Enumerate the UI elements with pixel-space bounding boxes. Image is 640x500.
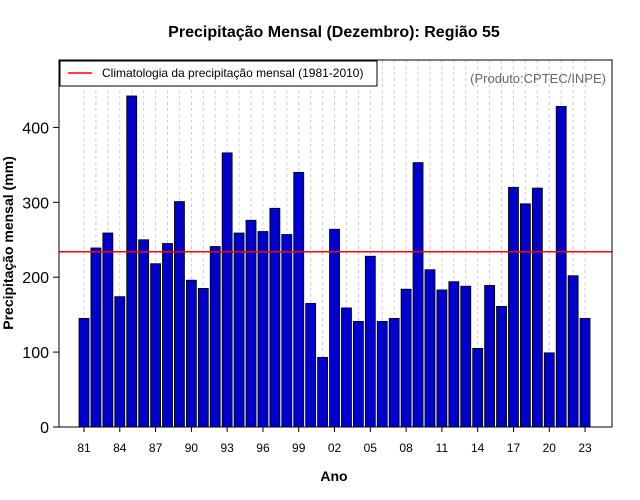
bar-2021 [555,106,567,428]
bar-1992 [209,246,221,428]
x-tick-label: 96 [256,441,270,455]
bar-2002 [329,228,340,428]
bar-1990 [185,279,197,428]
bar-1996 [257,231,269,428]
bar-2004 [352,320,364,428]
x-tick-label: 93 [220,441,234,455]
bar-1997 [269,207,281,428]
bar-2022 [567,275,579,428]
bar-1993 [221,152,233,428]
bar-2000 [305,303,317,428]
legend: Climatologia da precipitação mensal (198… [59,60,378,87]
bar-2008 [400,288,412,428]
bar-1989 [174,201,185,428]
bar-2001 [317,356,329,428]
x-tick-label: 02 [328,441,342,455]
legend-box [59,60,378,87]
legend-label: Climatologia da precipitação mensal (198… [102,66,363,80]
bar-2016 [496,306,507,428]
x-axis: 81 84 87 90 93 96 99 02 05 08 11 14 17 20 23 [77,427,592,455]
bar-series [78,95,591,428]
bar-2012 [448,281,460,428]
bar-2013 [460,285,472,428]
x-tick-label: 84 [113,441,127,455]
bar-1985 [126,95,138,428]
plot-frame [58,59,613,428]
bar-2015 [484,285,496,428]
y-tick-label: 200 [22,270,49,287]
bar-2011 [436,289,448,428]
x-tick-label: 11 [436,441,449,455]
bar-1991 [197,288,209,428]
bar-1998 [281,234,293,428]
bar-2020 [543,352,555,428]
x-tick-label: 17 [507,441,521,455]
bar-1984 [114,296,126,428]
bar-2010 [424,269,436,428]
x-tick-label: 87 [149,441,163,455]
bar-2003 [341,307,352,428]
bar-2017 [508,186,519,428]
bar-2007 [388,317,400,428]
bar-2019 [531,187,543,428]
bar-2018 [520,203,531,428]
x-tick-label: 81 [77,441,91,455]
y-tick-label: 300 [22,195,49,212]
bar-1987 [150,263,161,428]
bar-2009 [412,162,424,428]
bar-2005 [364,255,376,428]
product-credit: (Produto:CPTEC/INPE) [470,71,606,86]
x-tick-label: 20 [543,441,557,455]
y-axis: 0 100 200 300 400 [22,120,59,437]
bar-1981 [78,317,90,428]
y-tick-label: 0 [40,420,49,437]
bar-2006 [376,320,388,428]
x-tick-label: 08 [399,441,413,455]
x-axis-title: Ano [320,468,347,484]
y-axis-title: Precipitação mensal (mm) [0,156,16,330]
x-tick-label: 99 [292,441,306,455]
bar-1983 [102,232,114,428]
bar-1994 [233,232,245,428]
bar-1982 [90,247,102,428]
chart-title: Precipitação Mensal (Dezembro): Região 5… [168,24,500,41]
bar-1999 [293,171,305,428]
x-tick-label: 14 [471,441,485,455]
x-tick-label: 90 [185,441,199,455]
bar-1988 [162,243,173,428]
y-tick-label: 100 [22,345,49,362]
bar-2023 [579,317,591,428]
x-tick-label: 05 [364,441,378,455]
bar-2014 [472,347,484,428]
bar-1986 [138,239,150,428]
x-tick-label: 23 [578,441,592,455]
y-tick-label: 400 [22,120,49,137]
